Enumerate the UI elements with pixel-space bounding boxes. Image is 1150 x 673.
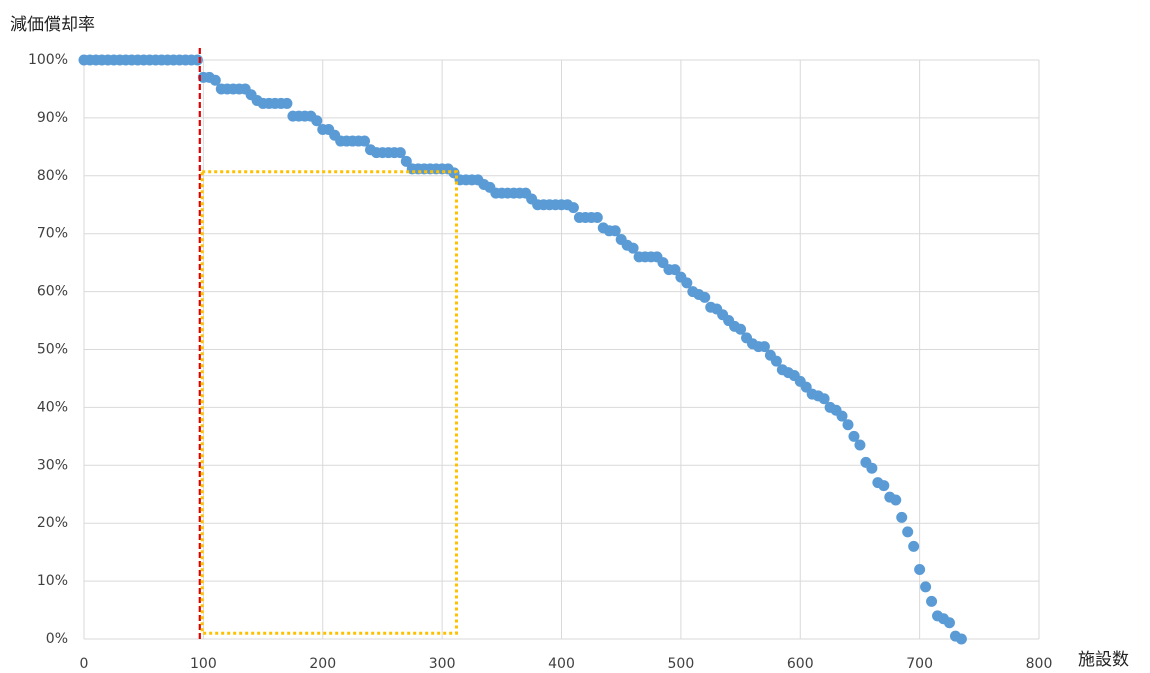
point [681,277,693,289]
point [926,595,938,607]
point [400,155,412,167]
y-tick-label: 40% [37,399,68,415]
point [878,480,890,492]
point [281,97,293,109]
highlight-box [200,170,458,635]
point [627,242,639,254]
point [866,462,878,474]
point [955,633,967,645]
point [191,54,203,66]
point [854,439,866,451]
point [890,494,902,506]
x-tick-label: 800 [1026,656,1053,672]
x-tick-label: 700 [906,656,933,672]
point [943,617,955,629]
y-tick-label: 60% [37,284,68,300]
y-tick-label: 20% [37,515,68,531]
point [908,540,920,552]
point [609,225,621,237]
point [770,355,782,367]
point [699,291,711,303]
point [591,211,603,223]
point [209,74,221,86]
y-tick-label: 50% [37,342,68,358]
point [359,135,371,147]
y-tick-label: 80% [37,168,68,184]
point [758,341,770,353]
point [567,202,579,214]
x-tick-label: 400 [548,656,575,672]
y-tick-label: 0% [46,631,68,647]
point [902,526,914,538]
x-tick-label: 600 [787,656,814,672]
y-tick-label: 10% [37,573,68,589]
x-tick-label: 200 [309,656,336,672]
point [920,581,932,593]
x-axis-title: 施設数 [1078,650,1129,670]
x-tick-label: 500 [668,656,695,672]
point [818,393,830,405]
point [836,410,848,422]
x-tick-label: 0 [80,656,89,672]
point [842,419,854,431]
y-axis-title: 減価償却率 [10,15,95,35]
point [896,511,908,523]
point [848,430,860,442]
x-tick-label: 300 [429,656,456,672]
point [311,115,323,127]
point [394,147,406,159]
x-tick-label: 100 [190,656,217,672]
y-tick-label: 30% [37,457,68,473]
point [735,323,747,335]
point [669,264,681,276]
y-tick-label: 70% [37,226,68,242]
point [914,564,926,576]
y-tick-label: 100% [28,52,68,68]
y-tick-label: 90% [37,110,68,126]
